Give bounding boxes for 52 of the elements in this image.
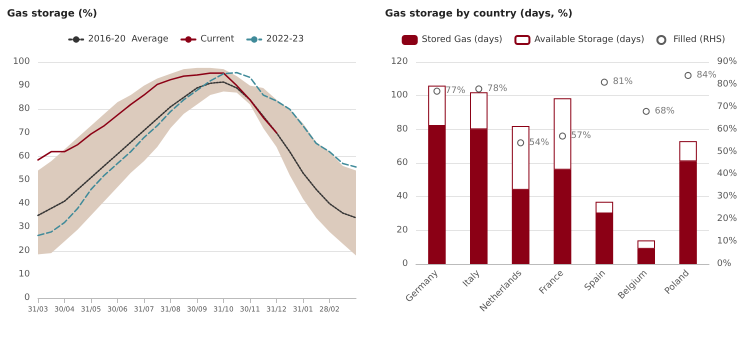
y2-tick-label: 70% — [717, 102, 738, 112]
y-tick-label: 50 — [18, 175, 30, 185]
line-series — [37, 81, 357, 219]
y-tick-label: 0 — [24, 293, 30, 303]
line-series — [37, 72, 278, 161]
y2-tick-label: 50% — [717, 146, 738, 157]
y-tick-label: 40 — [396, 192, 408, 202]
data-label: 81% — [612, 77, 634, 88]
y2-tick-label: 30% — [717, 192, 738, 202]
legend-label: Available Storage (days) — [534, 35, 644, 45]
y-tick-label: 80 — [396, 124, 408, 134]
data-label: 84% — [696, 70, 718, 80]
point — [517, 139, 524, 146]
y2-tick-label: 60% — [717, 124, 738, 134]
point — [559, 132, 566, 140]
y2-tick-label: 90% — [717, 57, 738, 67]
y-tick-label: 60 — [396, 158, 408, 168]
y-tick-label: 80 — [18, 104, 30, 114]
y-tick-label: 0 — [402, 259, 408, 269]
y-tick-label: 100 — [390, 90, 408, 101]
legend-label: Filled (RHS) — [673, 35, 726, 45]
data-label: 54% — [529, 138, 550, 148]
y-tick-label: 70 — [18, 128, 30, 138]
legend-label: 2016-20 Average — [88, 34, 169, 44]
y-tick-label: 60 — [18, 151, 30, 162]
y-tick-label: 20 — [18, 246, 30, 256]
data-label: 68% — [654, 106, 676, 116]
y2-tick-label: 10% — [717, 236, 738, 247]
legend-label: 2022-23 — [266, 34, 304, 44]
chart-title: Gas storage (%) — [7, 8, 98, 20]
point — [433, 88, 440, 95]
y-tick-label: 30 — [18, 222, 30, 232]
point — [475, 85, 482, 92]
y-tick-label: 40 — [18, 198, 30, 209]
y2-tick-label: 20% — [717, 214, 738, 224]
data-label: 77% — [445, 86, 466, 96]
y-tick-label: 120 — [390, 57, 408, 67]
y-tick-label: 100 — [12, 57, 30, 67]
y-tick-label: 90 — [18, 80, 30, 91]
y-tick-label: 20 — [396, 225, 408, 236]
point — [642, 108, 650, 115]
data-label: 78% — [487, 84, 508, 94]
legend-label: Stored Gas (days) — [422, 35, 502, 45]
chart-title: Gas storage by country (days, %) — [385, 8, 573, 20]
y2-tick-label: 0% — [717, 259, 732, 269]
point — [600, 78, 608, 86]
y-tick-label: 10 — [18, 269, 30, 280]
data-label: 57% — [571, 131, 592, 142]
y2-tick-label: 40% — [717, 169, 738, 180]
y2-tick-label: 80% — [717, 79, 738, 90]
legend-label: Current — [200, 34, 235, 44]
point — [684, 72, 692, 79]
